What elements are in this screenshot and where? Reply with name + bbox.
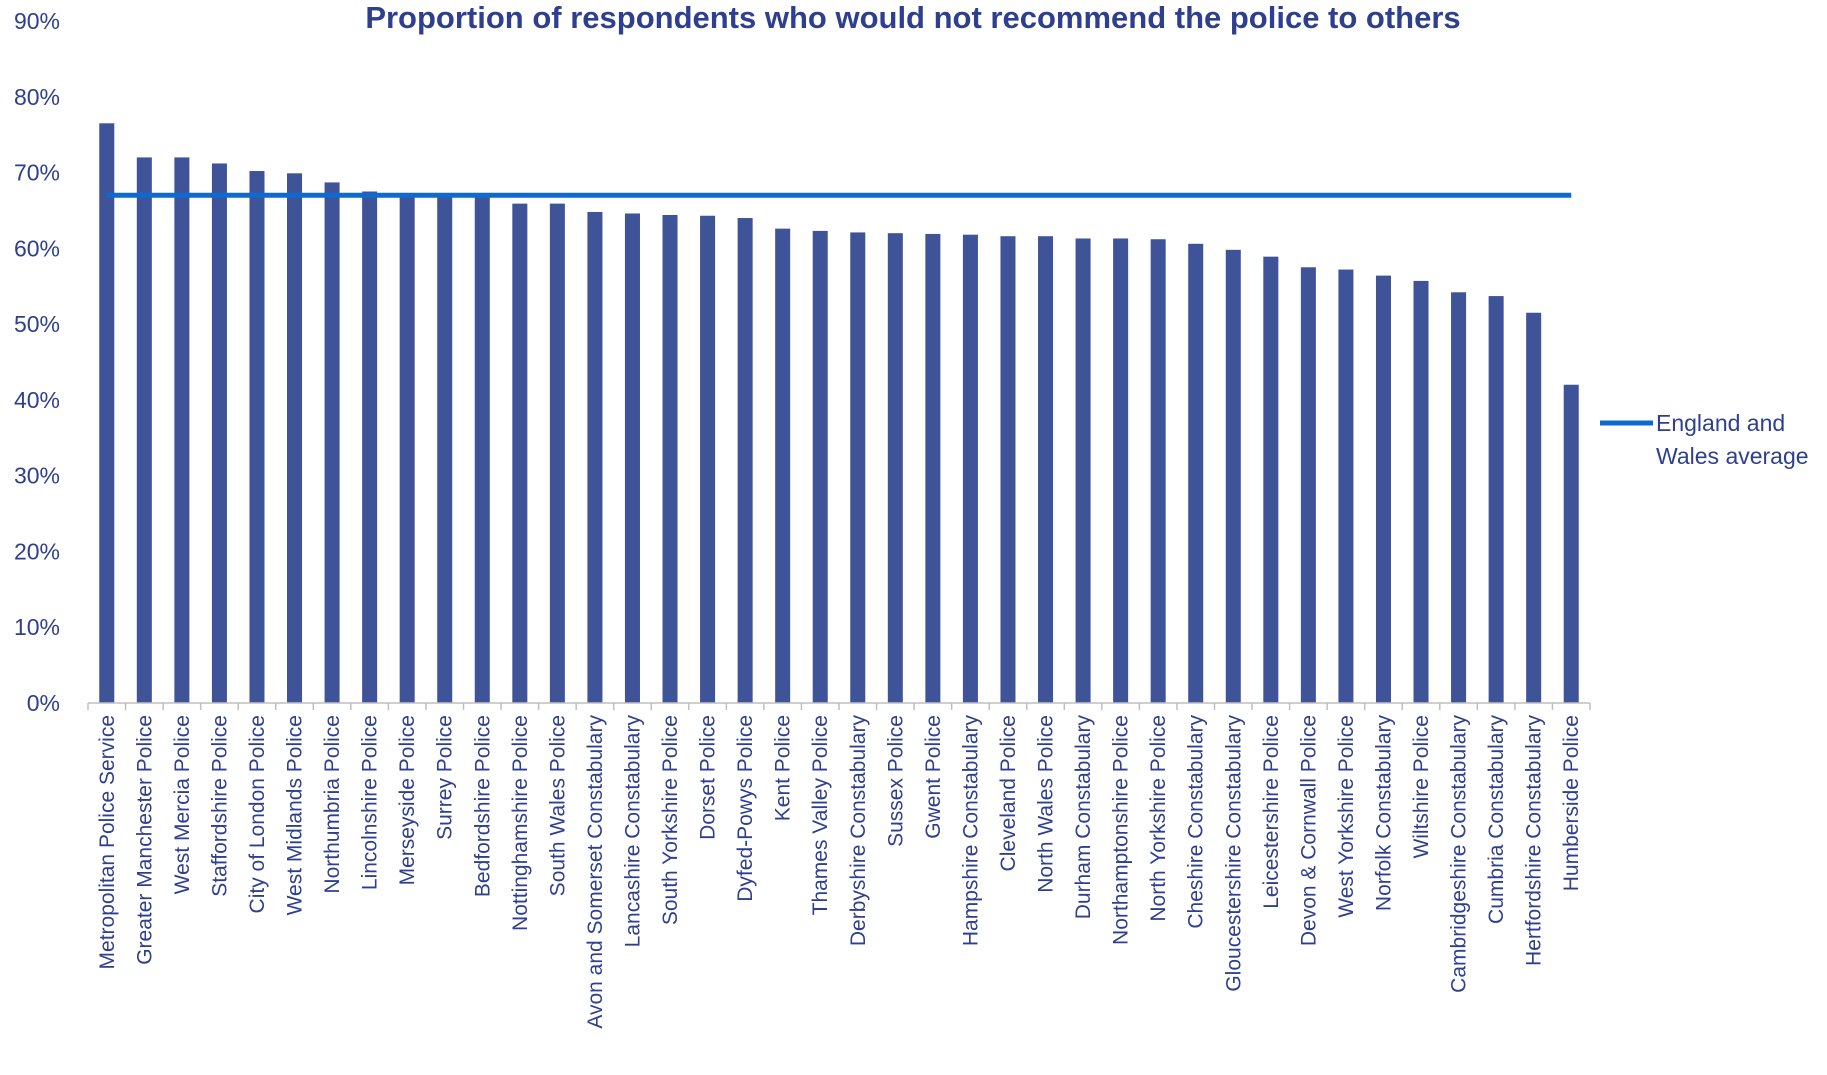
category-label: Norfolk Constabulary (1372, 715, 1395, 912)
y-tick-label: 0% (27, 690, 60, 716)
category-label: North Yorkshire Police (1147, 715, 1170, 922)
category-label: Northumbria Police (321, 715, 344, 894)
category-label: Avon and Somerset Constabulary (584, 715, 607, 1029)
bar (1075, 238, 1091, 704)
x-axis-categories: Metropolitan Police Service Greater Manch… (96, 715, 1583, 1029)
bar (474, 196, 490, 704)
bar (1375, 275, 1391, 703)
category-label: Hampshire Constabulary (959, 715, 982, 947)
bar (549, 203, 565, 703)
category-label: Cumbria Constabulary (1485, 715, 1508, 924)
bar (624, 213, 640, 704)
bar (1300, 267, 1316, 703)
bar (700, 215, 716, 703)
bar (1488, 296, 1504, 703)
y-tick-label: 50% (14, 311, 60, 337)
bar (775, 228, 791, 703)
y-tick-label: 90% (14, 8, 60, 34)
category-label: Gwent Police (922, 715, 945, 839)
category-label: West Yorkshire Police (1335, 715, 1358, 918)
category-label: Cambridgeshire Constabulary (1448, 715, 1471, 993)
category-label: Sussex Police (884, 715, 907, 847)
category-label: Humberside Police (1560, 715, 1583, 891)
bar (1451, 292, 1467, 703)
category-label: West Midlands Police (284, 715, 307, 915)
bar (249, 171, 265, 704)
category-label: Nottinghamshire Police (509, 715, 532, 931)
category-label: Metropolitan Police Service (96, 715, 119, 969)
category-label: Lancashire Constabulary (621, 715, 644, 948)
category-label: Thames Valley Police (809, 715, 832, 915)
bar (1526, 312, 1542, 703)
bar (1038, 236, 1054, 703)
bar (1338, 269, 1354, 703)
bar (1263, 256, 1279, 703)
bar (1000, 236, 1016, 703)
y-tick-label: 40% (14, 387, 60, 413)
category-label: Leicestershire Police (1260, 715, 1283, 909)
bar (1113, 238, 1129, 704)
category-label: South Yorkshire Police (659, 715, 682, 925)
category-label: Staffordshire Police (208, 715, 231, 897)
y-tick-label: 30% (14, 463, 60, 489)
y-tick-label: 80% (14, 84, 60, 110)
category-label: Northamptonshire Police (1110, 715, 1133, 945)
bar (1225, 249, 1241, 703)
category-label: City of London Police (246, 715, 269, 913)
category-label: North Wales Police (1035, 715, 1058, 893)
bar (662, 214, 678, 704)
bar (437, 195, 453, 704)
category-label: Durham Constabulary (1072, 715, 1095, 920)
category-label: Cheshire Constabulary (1185, 715, 1208, 929)
bar (1188, 243, 1204, 704)
category-label: Derbyshire Constabulary (847, 715, 870, 947)
y-tick-label: 70% (14, 160, 60, 186)
category-label: Merseyside Police (396, 715, 419, 885)
y-tick-label: 20% (14, 538, 60, 564)
legend: England and Wales average (1600, 410, 1809, 469)
chart-title: Proportion of respondents who would not … (365, 0, 1460, 35)
bar (812, 230, 828, 703)
legend-label: Wales average (1656, 443, 1809, 469)
bar (174, 157, 190, 703)
category-label: Hertfordshire Constabulary (1523, 715, 1546, 966)
bar (737, 218, 753, 703)
bar (887, 233, 903, 703)
category-label: Dorset Police (697, 715, 720, 840)
y-axis-ticks: 0% 10% 20% 30% 40% 50% 60% 70% 80% 90% (14, 8, 60, 716)
category-label: Wiltshire Police (1410, 715, 1433, 859)
x-axis (87, 702, 1591, 710)
category-label: Bedfordshire Police (471, 715, 494, 897)
category-label: Greater Manchester Police (133, 715, 156, 965)
bar (512, 203, 528, 703)
category-label: Cleveland Police (997, 715, 1020, 871)
bar (1563, 384, 1579, 703)
bar (324, 182, 340, 703)
bar (399, 195, 415, 704)
bar (1150, 239, 1166, 704)
y-tick-label: 60% (14, 235, 60, 261)
category-label: Lincolnshire Police (359, 715, 382, 890)
category-label: West Mercia Police (171, 715, 194, 894)
bar (211, 163, 227, 703)
bar (1413, 280, 1429, 703)
category-label: Gloucestershire Constabulary (1222, 715, 1245, 992)
category-label: Devon & Cornwall Police (1297, 715, 1320, 946)
bar (362, 191, 378, 703)
bar (99, 123, 115, 704)
bar (925, 233, 941, 703)
category-label: Surrey Police (434, 715, 457, 840)
category-label: Kent Police (772, 715, 795, 821)
bar (136, 157, 152, 703)
bar (962, 234, 978, 703)
bar (587, 211, 603, 703)
bar (850, 232, 866, 704)
bar (287, 173, 303, 703)
bars (99, 123, 1579, 704)
legend-label: England and (1656, 410, 1785, 436)
y-tick-label: 10% (14, 614, 60, 640)
category-label: Dyfed-Powys Police (734, 715, 757, 902)
category-label: South Wales Police (546, 715, 569, 896)
